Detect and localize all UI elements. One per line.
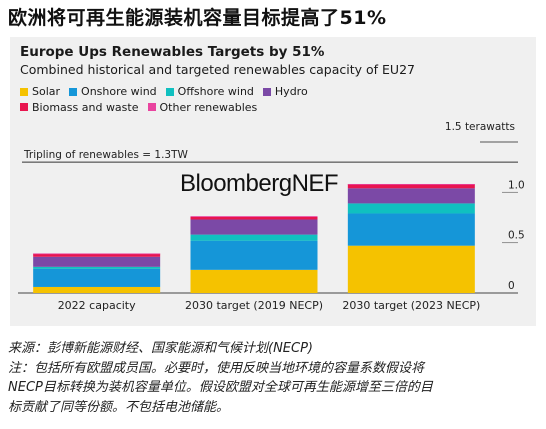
legend-swatch — [147, 103, 156, 111]
bar-segment-offshore-wind — [33, 266, 161, 269]
chart-legend: Solar Onshore wind Offshore wind Hydro Bioma… — [20, 84, 440, 115]
bar-segment-hydro — [190, 219, 318, 235]
bar-segment-biomass-and-waste — [33, 253, 161, 257]
y-tick-label: 0.5 — [508, 230, 525, 242]
stacked-bar-chart: 1.5 terawatts 0 0.5 1.0 Tripling of renewabl… — [18, 121, 525, 312]
bar-segment-solar — [190, 269, 318, 293]
x-category-label: 2022 capacity — [58, 299, 136, 312]
legend-label: Biomass and waste — [32, 100, 139, 114]
legend-label: Hydro — [274, 85, 308, 98]
bar-segment-biomass-and-waste — [190, 216, 318, 220]
legend-item-hydro: Hydro — [262, 84, 308, 99]
bar-segment-biomass-and-waste — [347, 184, 475, 189]
legend-label: Onshore wind — [81, 85, 157, 98]
source-text: 来源：彭博新能源财经、国家能源和气候计划(NECP) — [8, 341, 313, 356]
bar-segment-solar — [347, 245, 475, 293]
legend-swatch — [165, 87, 174, 96]
legend-label: Offshore wind — [177, 85, 254, 98]
legend-swatch — [69, 87, 78, 96]
bar-segment-other-renewables — [347, 183, 475, 185]
reference-line-label: Tripling of renewables = 1.3TW — [23, 149, 189, 161]
x-category-label: 2030 target (2023 NECP) — [342, 299, 480, 312]
bar-segment-onshore-wind — [33, 268, 161, 287]
note-line-3: 标贡献了同等份额。不包括电池储能。 — [8, 399, 230, 415]
bar-segment-offshore-wind — [190, 234, 318, 241]
bar-segment-solar — [33, 286, 161, 293]
legend-item-onshore-wind: Onshore wind — [69, 84, 157, 99]
legend-item-other-renewables: Other renewables — [147, 100, 258, 115]
bar-segment-other-renewables — [33, 253, 161, 255]
legend-label: Solar — [32, 85, 61, 98]
y-tick-label: 0 — [508, 280, 515, 292]
headline: 欧洲将可再生能源装机容量目标提高了51% — [8, 7, 387, 29]
y-unit-label: 1.5 terawatts — [445, 121, 515, 133]
bar-segment-offshore-wind — [347, 203, 475, 214]
bar-segment-onshore-wind — [347, 213, 475, 246]
legend-item-solar: Solar — [20, 84, 60, 99]
bar-segment-onshore-wind — [190, 240, 318, 270]
watermark-logo: BloombergNEF — [180, 170, 338, 197]
note-line-2: NECP目标转换为装机容量单位。假设欧盟对全球可再生能源增至三倍的目 — [8, 380, 433, 395]
legend-label: Other renewables — [159, 100, 258, 114]
bar-segment-hydro — [347, 188, 475, 204]
legend-swatch — [20, 103, 28, 111]
y-tick-label: 1.0 — [508, 179, 525, 191]
legend-item-offshore-wind: Offshore wind — [165, 84, 254, 99]
legend-swatch — [262, 87, 271, 96]
chart-title: Europe Ups Renewables Targets by 51% — [20, 44, 325, 60]
x-category-label: 2030 target (2019 NECP) — [185, 299, 323, 312]
legend-swatch — [20, 87, 28, 96]
bar-segment-other-renewables — [190, 216, 318, 217]
legend-item-biomass-and-waste: Biomass and waste — [20, 100, 139, 115]
bar-segment-hydro — [33, 256, 161, 267]
chart-panel: Europe Ups Renewables Targets by 51% Com… — [10, 37, 536, 326]
note-line-1: 注：包括所有欧盟成员国。必要时，使用反映当地环境的容量系数假设将 — [8, 360, 425, 376]
chart-subtitle: Combined historical and targeted renewab… — [20, 62, 415, 77]
footer: 来源：彭博新能源财经、国家能源和气候计划(NECP) 注：包括所有欧盟成员国。必… — [8, 339, 538, 417]
